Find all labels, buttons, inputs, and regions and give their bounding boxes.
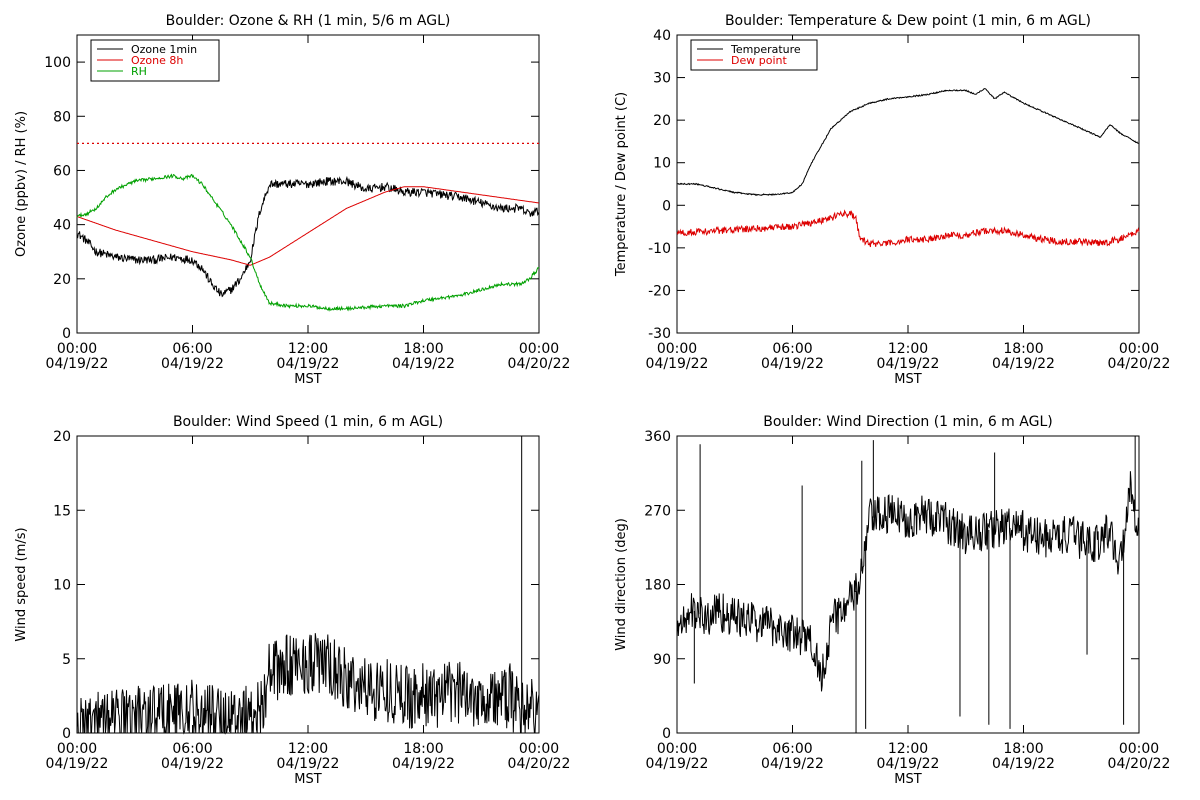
x-tick-time-label: 18:00 <box>403 341 443 357</box>
chart-panel-2: Boulder: Temperature & Dew point (1 min,… <box>614 13 1170 387</box>
x-tick-time-label: 00:00 <box>657 341 697 357</box>
chart-title: Boulder: Temperature & Dew point (1 min,… <box>725 13 1091 29</box>
x-tick-date-label: 04/19/22 <box>992 356 1055 372</box>
x-tick-time-label: 12:00 <box>888 741 928 757</box>
y-tick-label: 90 <box>653 652 671 668</box>
y-tick-label: 180 <box>644 578 671 594</box>
series-line-1 <box>76 175 540 298</box>
legend-label: Ozone 1min <box>131 43 197 56</box>
chart-panel-3: Boulder: Wind Speed (1 min, 6 m AGL) 0 5 10… <box>14 414 570 787</box>
x-axis-label: MST <box>894 372 921 387</box>
x-tick-time-label: 00:00 <box>1119 741 1159 757</box>
y-axis-label: Wind direction (deg) <box>614 518 629 651</box>
series-line-1 <box>676 88 1140 197</box>
series-line-2 <box>76 186 540 266</box>
x-tick-time-label: 18:00 <box>1003 741 1043 757</box>
x-tick-time-label: 00:00 <box>519 741 559 757</box>
x-tick-time-label: 12:00 <box>288 741 328 757</box>
y-tick-label: -30 <box>648 326 671 342</box>
y-tick-label: 0 <box>62 726 71 742</box>
y-tick-label: 10 <box>53 578 71 594</box>
legend-label: Temperature <box>730 43 801 56</box>
x-tick-date-label: 04/19/22 <box>646 356 709 372</box>
plot-frame <box>676 435 1140 734</box>
y-tick-label: 15 <box>53 503 71 519</box>
y-axis-label: Wind speed (m/s) <box>14 527 29 641</box>
y-tick-label: 80 <box>53 109 71 125</box>
x-tick-time-label: 18:00 <box>1003 341 1043 357</box>
x-tick-time-label: 06:00 <box>772 741 812 757</box>
x-tick-time-label: 12:00 <box>288 341 328 357</box>
x-tick-date-label: 04/19/22 <box>161 756 224 772</box>
x-tick-time-label: 00:00 <box>657 741 697 757</box>
legend-label: RH <box>131 65 147 78</box>
y-tick-label: -20 <box>648 283 671 299</box>
chart-title: Boulder: Ozone & RH (1 min, 5/6 m AGL) <box>166 13 451 29</box>
y-tick-label: -10 <box>648 241 671 257</box>
x-axis-label: MST <box>894 772 921 787</box>
x-tick-time-label: 06:00 <box>772 341 812 357</box>
y-tick-label: 40 <box>53 218 71 234</box>
series-line-2 <box>676 209 1140 248</box>
x-tick-date-label: 04/20/22 <box>1108 756 1171 772</box>
x-tick-time-label: 00:00 <box>57 341 97 357</box>
y-tick-label: 10 <box>653 156 671 172</box>
chart-title: Boulder: Wind Direction (1 min, 6 m AGL) <box>763 414 1052 430</box>
x-tick-date-label: 04/20/22 <box>508 356 571 372</box>
y-tick-label: 20 <box>53 272 71 288</box>
plot-frame <box>676 34 1140 334</box>
y-axis-label: Ozone (ppbv) / RH (%) <box>14 111 29 257</box>
legend-label: Ozone 8h <box>131 54 183 67</box>
x-tick-time-label: 06:00 <box>172 341 212 357</box>
y-tick-label: 30 <box>653 71 671 87</box>
y-tick-label: 360 <box>644 429 671 445</box>
series-line-1 <box>676 471 1140 692</box>
y-tick-label: 20 <box>653 113 671 129</box>
y-tick-label: 0 <box>662 198 671 214</box>
y-tick-label: 20 <box>53 429 71 445</box>
chart-panel-4: Boulder: Wind Direction (1 min, 6 m AGL)… <box>614 414 1170 787</box>
x-tick-time-label: 00:00 <box>1119 341 1159 357</box>
x-tick-time-label: 18:00 <box>403 741 443 757</box>
legend-box <box>690 39 818 71</box>
x-tick-date-label: 04/19/22 <box>277 356 340 372</box>
x-tick-date-label: 04/19/22 <box>277 756 340 772</box>
y-tick-label: 60 <box>53 163 71 179</box>
chart-title: Boulder: Wind Speed (1 min, 6 m AGL) <box>173 414 443 430</box>
x-tick-time-label: 00:00 <box>57 741 97 757</box>
y-tick-label: 5 <box>62 652 71 668</box>
y-tick-label: 0 <box>62 326 71 342</box>
x-tick-date-label: 04/19/22 <box>761 356 824 372</box>
x-tick-date-label: 04/19/22 <box>992 756 1055 772</box>
x-tick-date-label: 04/19/22 <box>46 756 109 772</box>
y-axis-label: Temperature / Dew point (C) <box>614 92 629 277</box>
x-tick-date-label: 04/19/22 <box>877 756 940 772</box>
x-tick-time-label: 06:00 <box>172 741 212 757</box>
y-tick-label: 100 <box>44 55 71 71</box>
x-axis-label: MST <box>294 372 321 387</box>
chart-panel-1: Boulder: Ozone & RH (1 min, 5/6 m AGL) 0 2… <box>14 13 570 387</box>
x-tick-date-label: 04/19/22 <box>161 356 224 372</box>
x-tick-date-label: 04/19/22 <box>646 756 709 772</box>
x-tick-date-label: 04/20/22 <box>1108 356 1171 372</box>
series-line-3 <box>76 173 540 312</box>
series-line-1 <box>76 633 540 735</box>
x-tick-date-label: 04/19/22 <box>877 356 940 372</box>
x-tick-date-label: 04/19/22 <box>392 356 455 372</box>
legend-label: Dew point <box>731 54 787 67</box>
y-tick-label: 40 <box>653 28 671 44</box>
y-tick-label: 270 <box>644 503 671 519</box>
x-tick-date-label: 04/20/22 <box>508 756 571 772</box>
x-tick-time-label: 12:00 <box>888 341 928 357</box>
x-tick-date-label: 04/19/22 <box>46 356 109 372</box>
x-tick-date-label: 04/19/22 <box>392 756 455 772</box>
x-tick-date-label: 04/19/22 <box>761 756 824 772</box>
x-axis-label: MST <box>294 772 321 787</box>
y-tick-label: 0 <box>662 726 671 742</box>
x-tick-time-label: 00:00 <box>519 341 559 357</box>
